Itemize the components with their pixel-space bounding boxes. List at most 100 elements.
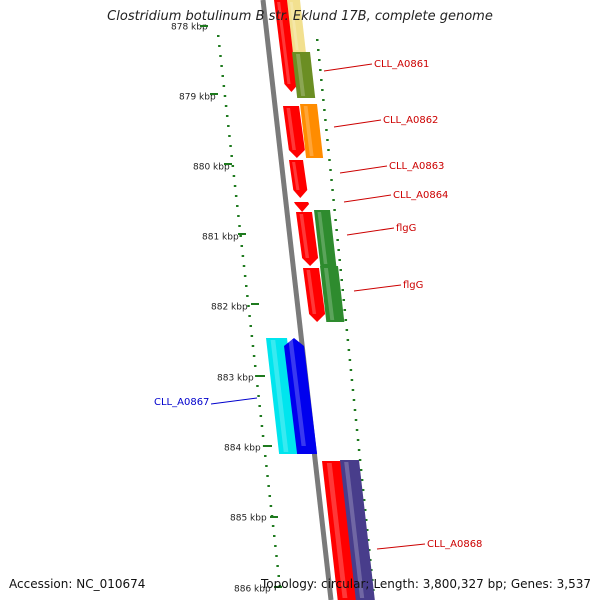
right-minor-tick [368, 549, 371, 551]
right-minor-tick [365, 529, 369, 531]
ruler-label: 882 kbp [211, 303, 248, 313]
ruler-minor-tick [264, 455, 267, 457]
ruler-minor-tick [236, 205, 239, 207]
gene-label: CLL_A0868 [427, 539, 482, 550]
ruler-minor-tick [240, 245, 244, 247]
ruler-minor-tick [255, 375, 258, 377]
ruler-minor-tick [242, 265, 246, 267]
right-minor-tick [348, 359, 352, 361]
gene-label: flgG [403, 280, 423, 291]
right-minor-tick [364, 519, 368, 521]
ruler-minor-tick [253, 365, 257, 367]
label-leader-line [346, 227, 395, 236]
right-minor-tick [352, 399, 356, 401]
right-minor-tick [358, 459, 362, 461]
gene-arrow-g12 [266, 338, 301, 454]
right-minor-tick [326, 139, 329, 141]
ruler-minor-tick [227, 125, 230, 127]
right-minor-tick [317, 49, 320, 51]
right-minor-tick [357, 449, 361, 451]
right-minor-tick [339, 269, 342, 271]
ruler-minor-tick [232, 175, 236, 177]
gene-shade [303, 106, 314, 156]
ruler-label: 884 kbp [224, 444, 261, 454]
ruler-minor-tick [233, 185, 237, 187]
right-minor-tick [325, 129, 328, 131]
ruler-label: 885 kbp [230, 514, 267, 524]
right-minor-tick [340, 279, 343, 281]
ruler-minor-tick [256, 385, 259, 387]
ruler-minor-tick [273, 535, 276, 537]
right-minor-tick [318, 59, 321, 61]
right-minor-tick [329, 169, 332, 171]
gene-label: CLL_A0861 [374, 59, 429, 70]
gene-shade [299, 214, 310, 258]
gene-label: CLL_A0862 [383, 115, 438, 126]
gene-shade [317, 212, 328, 264]
gene-arrow-g0 [274, 0, 299, 92]
ruler-minor-tick [278, 585, 282, 587]
right-minor-tick [324, 119, 327, 121]
ruler-minor-tick [245, 285, 248, 287]
ruler-minor-tick [223, 95, 227, 97]
right-minor-tick [334, 219, 337, 221]
gene-shade [286, 108, 296, 150]
ruler-minor-tick [270, 515, 274, 517]
right-minor-tick [356, 439, 360, 441]
right-minor-tick [355, 429, 359, 431]
right-minor-tick [347, 349, 351, 351]
right-minor-tick [354, 419, 358, 421]
gene-arrow-g2 [292, 52, 316, 98]
ruler-label: 883 kbp [217, 374, 254, 384]
ruler-minor-tick [259, 415, 263, 417]
label-leader-line [339, 165, 388, 174]
right-minor-tick [353, 409, 357, 411]
gene-arrow-g9 [314, 210, 337, 266]
gene-shade [277, 2, 291, 84]
ruler-minor-tick [271, 525, 275, 527]
gene-arrow-g4 [300, 104, 324, 158]
right-minor-tick [363, 509, 367, 511]
right-minor-tick [319, 69, 322, 71]
ruler-minor-tick [258, 405, 261, 407]
gene-label: CLL_A0867 [154, 397, 209, 408]
ruler-minor-tick [231, 165, 235, 167]
gene-arrow-g13 [284, 338, 318, 454]
ruler-minor-tick [268, 495, 272, 497]
gene-arrow-g11 [320, 266, 345, 322]
gene-shade [326, 463, 348, 598]
gene-labels: CLL_A0861 CLL_A0862 CLL_A0863 CLL_A0864 flgG… [154, 59, 482, 550]
right-minor-tick [337, 249, 340, 251]
gene-shade [270, 340, 289, 452]
right-minor-tick [346, 339, 350, 341]
gene-arrow-g14 [322, 461, 360, 600]
ruler-minor-tick [247, 305, 250, 307]
right-minor-tick [341, 289, 344, 291]
ruler-minor-tick [265, 465, 268, 467]
right-minor-tick [333, 209, 336, 211]
right-minor-tick [327, 149, 330, 151]
ruler-minor-tick [217, 35, 220, 37]
ruler-minor-tick [269, 505, 273, 507]
ruler-minor-tick [224, 105, 228, 107]
gene-shade [289, 2, 299, 50]
ruler-minor-tick [228, 135, 231, 137]
gene-label: CLL_A0864 [393, 190, 448, 201]
right-minor-tick [351, 389, 355, 391]
right-minor-tick [332, 199, 335, 201]
gene-label: flgG [396, 223, 416, 234]
ruler-minor-tick [251, 345, 255, 347]
gene-shade [292, 162, 300, 190]
ruler-minor-tick [239, 235, 242, 237]
gene-shade [288, 340, 306, 446]
map-title: Clostridium botulinum B str. Eklund 17B,… [107, 9, 493, 24]
gene-arrow-g3 [283, 106, 305, 158]
ruler-minor-tick [276, 565, 279, 567]
ruler-minor-tick [237, 215, 240, 217]
ruler-minor-tick [274, 545, 277, 547]
gene-arrow-g7 [294, 202, 310, 212]
right-minor-tick [343, 309, 347, 311]
right-minor-tick [331, 189, 334, 191]
ruler-minor-tick [243, 275, 247, 277]
